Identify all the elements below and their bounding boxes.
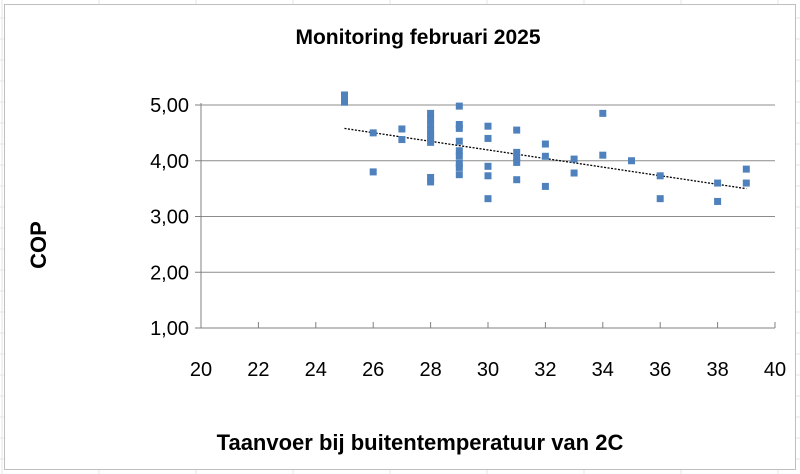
data-point xyxy=(484,122,492,130)
y-tick-label: 5,00 xyxy=(150,95,189,117)
data-point xyxy=(541,140,549,148)
data-point xyxy=(484,162,492,170)
data-point xyxy=(455,137,463,145)
data-point xyxy=(427,130,435,138)
data-point xyxy=(599,151,607,159)
x-tick-label: 28 xyxy=(419,359,441,381)
y-tick-label: 1,00 xyxy=(150,318,189,340)
x-tick-label: 36 xyxy=(649,359,671,381)
data-point xyxy=(656,172,664,180)
data-points xyxy=(341,91,750,205)
data-point xyxy=(427,115,435,123)
data-point xyxy=(341,98,348,106)
x-tick-label: 22 xyxy=(247,359,269,381)
data-point xyxy=(513,148,521,156)
data-point xyxy=(570,155,578,163)
chart-area[interactable] xyxy=(4,4,796,470)
data-point xyxy=(513,154,521,162)
data-point xyxy=(369,129,377,137)
data-point xyxy=(513,176,521,184)
x-axis-title: Taanvoer bij buitentemperatuur van 2C xyxy=(217,430,624,455)
data-point xyxy=(714,197,722,205)
data-point xyxy=(484,172,492,180)
data-point xyxy=(455,102,463,110)
data-point xyxy=(455,152,463,160)
data-point xyxy=(427,173,435,181)
data-point xyxy=(455,124,463,132)
data-point xyxy=(541,182,549,190)
data-point xyxy=(742,165,750,173)
data-point xyxy=(427,178,435,186)
x-tick-label: 26 xyxy=(362,359,384,381)
data-point xyxy=(656,195,664,203)
data-point xyxy=(427,109,435,117)
data-point xyxy=(513,126,521,134)
data-point xyxy=(484,195,492,203)
data-point xyxy=(599,109,607,117)
x-tick-label: 34 xyxy=(592,359,614,381)
y-tick-label: 2,00 xyxy=(150,262,189,284)
axes xyxy=(195,103,776,329)
data-point xyxy=(398,125,406,133)
x-tick-labels: 20 22 24 26 28 30 32 34 36 38 40 xyxy=(190,359,786,381)
data-point xyxy=(369,168,377,176)
chart-title: Monitoring februari 2025 xyxy=(295,26,540,49)
y-tick-label: 3,00 xyxy=(150,207,189,229)
data-point xyxy=(455,147,463,155)
data-point xyxy=(513,158,521,166)
data-point xyxy=(427,138,435,146)
y-tick-labels: 1,00 2,00 3,00 4,00 5,00 xyxy=(150,95,189,340)
data-point xyxy=(341,94,348,102)
data-point xyxy=(570,169,578,177)
data-point xyxy=(455,160,463,168)
y-axis-title: COP xyxy=(26,221,51,269)
x-tick-label: 24 xyxy=(305,359,327,381)
gridlines xyxy=(201,104,775,273)
y-tick-label: 4,00 xyxy=(150,151,189,173)
x-tick-label: 30 xyxy=(477,359,499,381)
data-point xyxy=(455,171,463,179)
x-tick-label: 20 xyxy=(190,359,212,381)
x-tick-label: 32 xyxy=(534,359,556,381)
data-point xyxy=(455,121,463,129)
x-tick-label: 40 xyxy=(764,359,786,381)
x-tick-label: 38 xyxy=(706,359,728,381)
data-point xyxy=(714,179,722,187)
data-point xyxy=(427,121,435,129)
data-point xyxy=(427,126,435,134)
data-point xyxy=(427,134,435,142)
data-point xyxy=(541,152,549,160)
data-point xyxy=(484,134,492,142)
data-point xyxy=(455,163,463,171)
data-point xyxy=(742,179,750,187)
data-point xyxy=(398,136,406,144)
data-point xyxy=(628,157,635,165)
